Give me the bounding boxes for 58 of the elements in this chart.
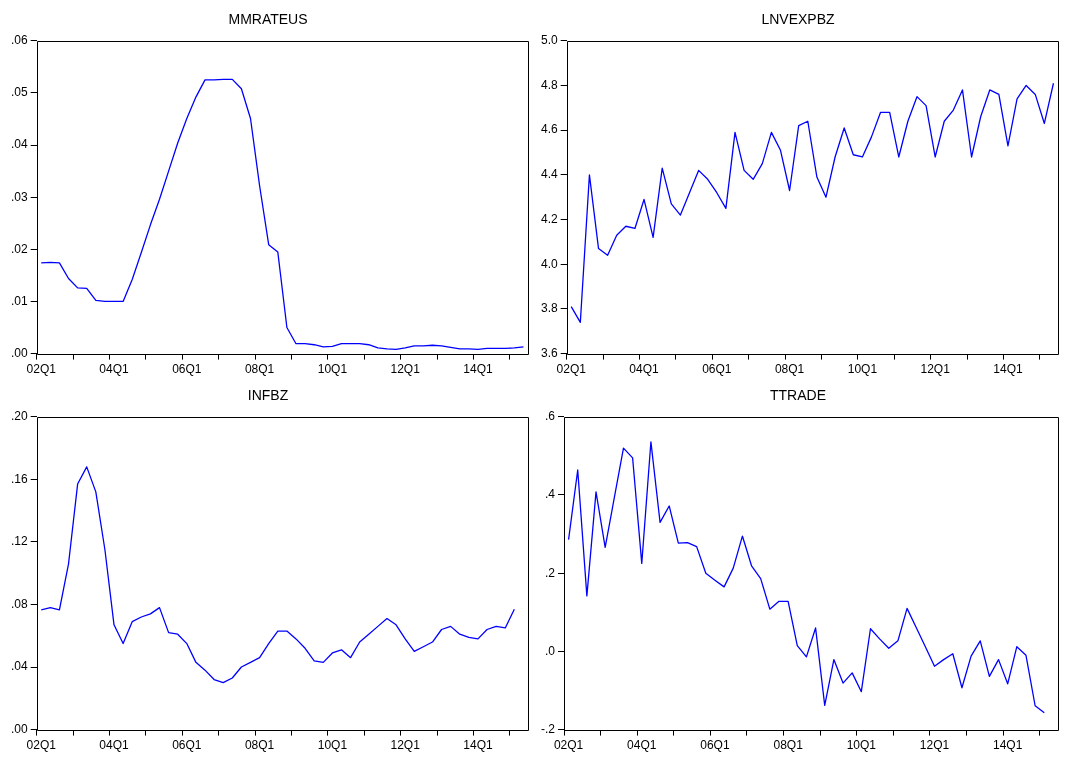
x-tick-label: 12Q1 bbox=[390, 738, 421, 753]
x-tick-label: 04Q1 bbox=[99, 362, 130, 377]
y-tick-label: 3.6 bbox=[540, 345, 558, 360]
chart-title: INFBZ bbox=[247, 387, 289, 404]
y-tick-label: .2 bbox=[544, 565, 556, 580]
x-tick-label: 14Q1 bbox=[993, 738, 1023, 753]
x-tick-label: 08Q1 bbox=[774, 362, 805, 377]
x-tick-label: 06Q1 bbox=[700, 738, 730, 753]
y-tick-label: .03 bbox=[10, 189, 28, 204]
y-tick-label: .12 bbox=[10, 534, 28, 549]
y-tick-label: .02 bbox=[10, 241, 28, 256]
x-tick-label: 14Q1 bbox=[463, 362, 493, 377]
y-tick-label: 4.4 bbox=[540, 167, 558, 182]
x-tick-label: 06Q1 bbox=[172, 738, 202, 753]
y-tick-label: 3.8 bbox=[540, 301, 558, 316]
x-tick-label: 06Q1 bbox=[702, 362, 732, 377]
y-tick-label: .08 bbox=[10, 596, 28, 611]
x-tick-label: 08Q1 bbox=[244, 362, 275, 377]
y-tick-label: .04 bbox=[10, 137, 28, 152]
x-tick-label: 12Q1 bbox=[920, 362, 951, 377]
y-tick-label: .0 bbox=[544, 643, 556, 658]
y-tick-label: .00 bbox=[10, 345, 28, 360]
x-tick-label: 10Q1 bbox=[317, 362, 348, 377]
y-tick-label: 5.0 bbox=[540, 33, 558, 48]
y-tick-label: 4.2 bbox=[540, 211, 558, 226]
y-tick-label: .6 bbox=[544, 409, 556, 424]
x-tick-label: 08Q1 bbox=[773, 738, 804, 753]
x-tick-label: 04Q1 bbox=[627, 738, 657, 753]
x-tick-label: 02Q1 bbox=[26, 362, 57, 377]
chart-title: LNVEXPBZ bbox=[761, 11, 836, 28]
y-tick-label: .01 bbox=[10, 293, 28, 308]
y-tick-label: 4.6 bbox=[540, 122, 558, 137]
x-tick-label: 10Q1 bbox=[847, 362, 878, 377]
y-tick-label: 4.0 bbox=[540, 256, 558, 271]
x-tick-label: 02Q1 bbox=[556, 362, 587, 377]
y-tick-label: .06 bbox=[10, 33, 28, 48]
x-tick-label: 12Q1 bbox=[390, 362, 421, 377]
x-tick-label: 06Q1 bbox=[172, 362, 202, 377]
x-tick-label: 02Q1 bbox=[26, 738, 57, 753]
y-tick-label: 4.8 bbox=[540, 77, 558, 92]
y-tick-label: .20 bbox=[10, 409, 28, 424]
y-tick-label: .16 bbox=[10, 471, 28, 486]
x-tick-label: 10Q1 bbox=[846, 738, 877, 753]
x-tick-label: 02Q1 bbox=[553, 738, 584, 753]
x-tick-label: 12Q1 bbox=[919, 738, 950, 753]
chart-title: TTRADE bbox=[770, 387, 826, 404]
x-tick-label: 08Q1 bbox=[244, 738, 275, 753]
y-tick-label: -.2 bbox=[540, 721, 556, 736]
y-tick-label: .05 bbox=[10, 85, 28, 100]
x-tick-label: 14Q1 bbox=[993, 362, 1023, 377]
x-tick-label: 04Q1 bbox=[99, 738, 130, 753]
y-tick-label: .4 bbox=[544, 487, 556, 502]
chart-title: MMRATEUS bbox=[228, 11, 308, 28]
x-tick-label: 14Q1 bbox=[463, 738, 493, 753]
y-tick-label: .00 bbox=[10, 721, 28, 736]
x-tick-label: 10Q1 bbox=[317, 738, 348, 753]
y-tick-label: .04 bbox=[10, 659, 28, 674]
x-tick-label: 04Q1 bbox=[629, 362, 660, 377]
